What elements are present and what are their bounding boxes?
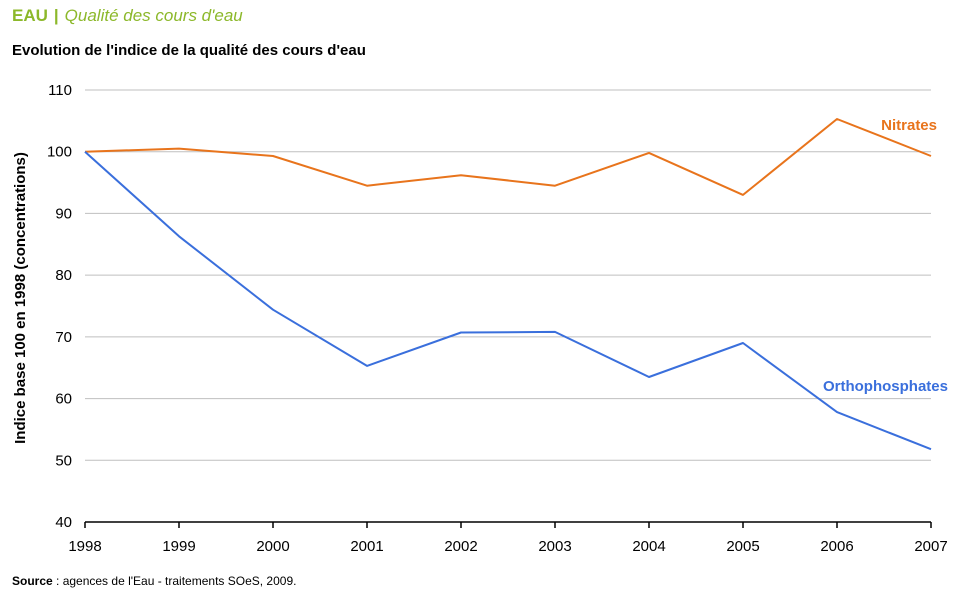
x-tick-label-1999: 1999: [162, 538, 195, 555]
page-header: EAU | Qualité des cours d'eau: [12, 6, 243, 26]
y-tick-label-50: 50: [55, 452, 72, 469]
x-tick-label-2000: 2000: [256, 538, 289, 555]
source-note: Source : agences de l'Eau - traitements …: [12, 574, 296, 588]
y-tick-label-80: 80: [55, 267, 72, 284]
series-line-nitrates: [84, 118, 932, 196]
series-label-orthophosphates: Orthophosphates: [823, 378, 948, 395]
y-tick-label-60: 60: [55, 391, 72, 408]
y-tick-label-100: 100: [47, 144, 72, 161]
x-tick-label-2001: 2001: [350, 538, 383, 555]
y-tick-label-40: 40: [55, 514, 72, 531]
header-subtitle: Qualité des cours d'eau: [64, 6, 243, 25]
x-tick-label-1998: 1998: [68, 538, 101, 555]
x-tick-label-2005: 2005: [726, 538, 759, 555]
x-tick-label-2003: 2003: [538, 538, 571, 555]
x-tick-label-2002: 2002: [444, 538, 477, 555]
y-tick-label-110: 110: [48, 82, 72, 99]
series-line-orthophosphates: [84, 150, 932, 451]
source-label: Source: [12, 574, 53, 588]
x-tick-label-2007: 2007: [914, 538, 947, 555]
brand-label: EAU: [12, 6, 48, 25]
source-text: : agences de l'Eau - traitements SOeS, 2…: [52, 574, 297, 588]
header-separator: |: [53, 6, 59, 25]
x-tick-label-2006: 2006: [820, 538, 853, 555]
x-tick-label-2004: 2004: [632, 538, 665, 555]
series-label-nitrates: Nitrates: [881, 117, 937, 134]
y-axis-title: Indice base 100 en 1998 (concentrations): [12, 152, 29, 444]
chart-title: Evolution de l'indice de la qualité des …: [12, 42, 366, 59]
y-tick-label-90: 90: [55, 205, 72, 222]
y-tick-label-70: 70: [55, 329, 72, 346]
